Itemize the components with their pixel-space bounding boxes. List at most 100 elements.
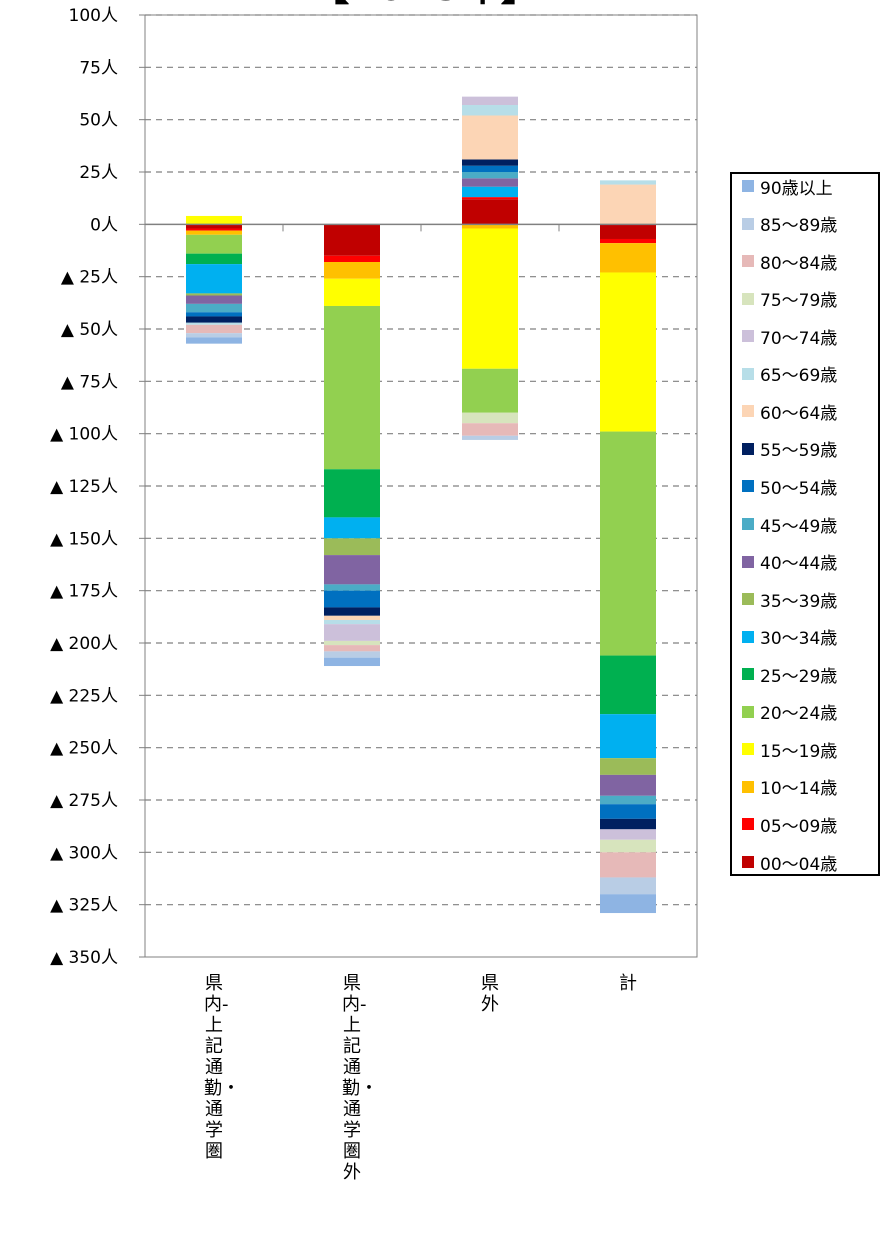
bar-segment-3-2: [462, 228, 518, 369]
bar-segment-12-3: [600, 184, 656, 225]
bar-segment-15-2: [462, 412, 518, 424]
bar-segment-15-1: [324, 640, 380, 646]
bar-segment-16-0: [186, 324, 242, 334]
legend-label: 00〜04歳: [760, 854, 838, 875]
y-tick-label: ▲ 350人: [50, 948, 118, 968]
legend-swatch: [742, 818, 754, 831]
legend-label: 20〜24歳: [760, 704, 838, 725]
legend-item: 50〜54歳: [742, 474, 837, 499]
legend-item: 90歳以上: [742, 174, 833, 199]
bar-segment-0-3: [600, 224, 656, 239]
bar-segment-10-0: [186, 312, 242, 317]
legend-label: 55〜59歳: [760, 441, 838, 462]
y-tick-label: ▲ 275人: [50, 791, 118, 811]
legend-swatch: [742, 367, 754, 380]
bar-segment-14-2: [462, 96, 518, 106]
legend: 90歳以上 85〜89歳 80〜84歳 75〜79歳 70〜74歳 65〜69歳 60〜64…: [730, 172, 880, 876]
legend-item: 70〜74歳: [742, 324, 838, 349]
bar-segment-9-1: [324, 584, 380, 591]
legend-swatch: [742, 856, 754, 868]
bar-segment-5-1: [324, 469, 380, 518]
bar-segment-15-3: [600, 839, 656, 853]
y-tick-label: 50人: [79, 111, 118, 131]
bar-segment-3-3: [600, 272, 656, 432]
legend-item: 65〜69歳: [742, 362, 837, 386]
legend-label: 60〜64歳: [760, 403, 838, 424]
y-tick-label: ▲ 50人: [61, 320, 118, 340]
bar-segment-17-2: [462, 435, 518, 440]
legend-swatch: [742, 668, 754, 681]
axes: [139, 14, 698, 958]
bar-segment-10-2: [462, 165, 518, 172]
bar-segment-1-1: [324, 255, 380, 263]
chart-title: 【2015年】: [309, 0, 540, 10]
bar-segment-6-1: [324, 517, 380, 539]
legend-swatch: [742, 480, 754, 493]
bar-segment-14-1: [324, 624, 380, 641]
y-tick-label: ▲ 100人: [50, 425, 118, 445]
bar-segment-0-1: [324, 224, 380, 256]
bar-segment-3-1: [324, 278, 380, 306]
bar-segment-11-1: [324, 607, 380, 616]
bar-segment-2-2: [462, 224, 518, 229]
bar-segment-0-2: [462, 199, 518, 225]
bar-segment-4-1: [324, 305, 380, 470]
bar-segment-6-2: [462, 186, 518, 198]
bar-segment-16-3: [600, 852, 656, 878]
legend-label: 75〜79歳: [760, 291, 838, 312]
bar-segment-11-2: [462, 159, 518, 166]
legend-label: 35〜39歳: [760, 591, 838, 612]
y-tick-label: 25人: [79, 163, 118, 183]
y-tick-label: ▲ 175人: [50, 582, 118, 602]
legend-label: 40〜44歳: [760, 554, 838, 575]
bar-segment-16-2: [462, 423, 518, 436]
legend-swatch: [742, 555, 754, 568]
bar-segment-7-1: [324, 538, 380, 556]
bar-segment-6-0: [186, 264, 242, 294]
legend-swatch: [742, 518, 754, 530]
y-tick-label: ▲ 125人: [50, 477, 118, 497]
bar-segment-7-0: [186, 293, 242, 296]
x-category-label: 県内-上記通勤・通学圏: [204, 973, 240, 1162]
legend-label: 10〜14歳: [760, 779, 838, 800]
bars: [186, 96, 656, 914]
legend-item: 45〜49歳: [742, 512, 837, 537]
y-tick-label: ▲ 325人: [50, 896, 118, 916]
legend-label: 65〜69歳: [760, 366, 838, 387]
bar-segment-4-2: [462, 368, 518, 413]
legend-swatch: [742, 330, 754, 343]
legend-item: 05〜09歳: [742, 812, 838, 837]
legend-item: 40〜44歳: [742, 550, 837, 574]
bar-segment-9-2: [462, 172, 518, 179]
y-tick-label: 0人: [90, 215, 118, 235]
y-tick-label: ▲ 225人: [50, 686, 118, 706]
legend-label: 05〜09歳: [760, 816, 838, 837]
y-tick-label: ▲ 25人: [61, 268, 118, 288]
legend-label: 90歳以上: [760, 178, 833, 199]
y-tick-label: ▲ 150人: [50, 529, 118, 549]
legend-item: 85〜89歳: [742, 212, 837, 236]
bar-segment-13-2: [462, 105, 518, 116]
legend-item: 15〜19歳: [742, 737, 837, 762]
legend-item: 35〜39歳: [742, 587, 838, 612]
bar-segment-9-0: [186, 303, 242, 313]
bar-segment-5-0: [186, 253, 242, 265]
legend-swatch: [742, 743, 754, 756]
legend-item: 80〜84歳: [742, 249, 837, 274]
legend-label: 70〜74歳: [760, 328, 838, 349]
legend-item: 20〜24歳: [742, 700, 837, 724]
x-category-label: 県内-上記通勤・通学圏外: [342, 973, 378, 1183]
legend-item: 10〜14歳: [742, 775, 837, 799]
y-tick-labels: 100人 75人 50人 25人 0人 ▲ 25人 ▲ 50人 ▲ 75人 ▲ 100人 ▲ 12…: [50, 6, 118, 968]
y-tick-label: 100人: [69, 6, 118, 26]
gridlines: [145, 14, 697, 906]
x-category-label: 県外: [481, 973, 499, 1015]
bar-segment-18-3: [600, 894, 656, 914]
bar-segment-0-0: [186, 224, 242, 229]
bar-segment-13-3: [600, 180, 656, 185]
bar-segment-2-3: [600, 243, 656, 273]
bar-segment-7-3: [600, 758, 656, 775]
legend-label: 85〜89歳: [760, 216, 838, 237]
y-tick-label: ▲ 300人: [50, 843, 118, 863]
